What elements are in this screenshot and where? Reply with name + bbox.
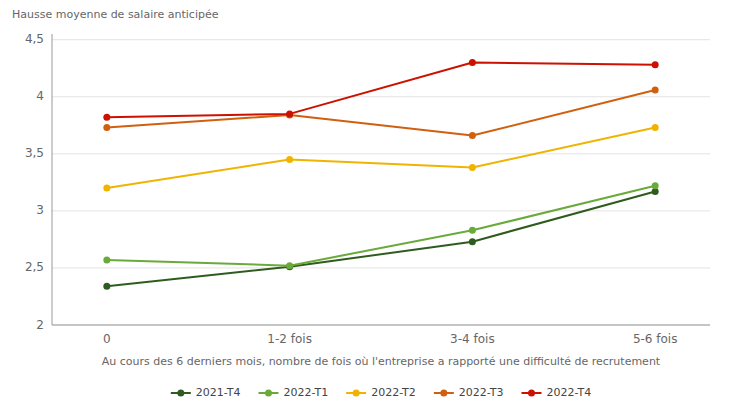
- legend-item: 2022-T3: [434, 386, 504, 399]
- legend-label: 2021-T4: [196, 386, 241, 399]
- line: [107, 186, 655, 266]
- legend-marker: [265, 390, 272, 397]
- point: [469, 164, 476, 171]
- series: [103, 188, 658, 290]
- x-tick-label: 5-6 fois: [633, 332, 678, 346]
- grid-line: [52, 267, 710, 268]
- legend-label: 2022-T4: [547, 386, 592, 399]
- point: [103, 114, 110, 121]
- x-tick-label: 3-4 fois: [450, 332, 495, 346]
- grid-line: [52, 210, 710, 211]
- legend-item: 2021-T4: [171, 386, 241, 399]
- legend-marker: [440, 390, 447, 397]
- y-tick-label: 3,5: [25, 146, 44, 160]
- x-axis-label: Au cours des 6 derniers mois, nombre de …: [102, 355, 661, 368]
- legend-item: 2022-T2: [346, 386, 416, 399]
- point: [103, 256, 110, 263]
- point: [469, 132, 476, 139]
- x-tick-label: 1-2 fois: [267, 332, 312, 346]
- point: [103, 185, 110, 192]
- grid-line: [52, 39, 710, 40]
- y-tick-label: 2: [36, 318, 44, 332]
- y-axis: 2 2,5 3 3,5 4 4,5: [25, 32, 710, 331]
- chart: 2 2,5 3 3,5 4 4,5 0 1-2 fois 3-4 fois 5-6 fois Au …: [0, 0, 730, 409]
- point: [103, 124, 110, 131]
- y-tick-label: 2,5: [25, 260, 44, 274]
- legend: 2021-T4 2022-T1 2022-T2 2022-T3 2022-T4: [171, 386, 591, 399]
- point: [469, 238, 476, 245]
- point: [652, 86, 659, 93]
- legend-label: 2022-T3: [459, 386, 504, 399]
- line: [107, 128, 655, 188]
- line: [107, 90, 655, 136]
- series: [103, 124, 658, 191]
- legend-item: 2022-T4: [522, 386, 592, 399]
- series: [103, 59, 658, 121]
- legend-marker: [177, 390, 184, 397]
- series: [103, 182, 658, 269]
- point: [286, 110, 293, 117]
- y-axis-label: Hausse moyenne de salaire anticipée: [12, 8, 219, 21]
- x-axis: 0 1-2 fois 3-4 fois 5-6 fois: [103, 332, 677, 346]
- point: [652, 124, 659, 131]
- y-tick-label: 4,5: [25, 32, 44, 46]
- point: [469, 227, 476, 234]
- grid-line: [52, 153, 710, 154]
- point: [103, 283, 110, 290]
- line: [107, 63, 655, 118]
- legend-marker: [353, 390, 360, 397]
- grid-line: [52, 325, 710, 326]
- legend-marker: [528, 390, 535, 397]
- point: [286, 156, 293, 163]
- point: [469, 59, 476, 66]
- plot-area: [103, 59, 658, 290]
- grid-line: [52, 96, 710, 97]
- legend-item: 2022-T1: [258, 386, 328, 399]
- point: [652, 61, 659, 68]
- x-axis-line: [52, 325, 710, 326]
- y-tick-label: 3: [36, 203, 44, 217]
- x-tick-label: 0: [103, 332, 111, 346]
- y-axis-line: [52, 34, 53, 325]
- legend-label: 2022-T2: [371, 386, 416, 399]
- y-tick-label: 4: [36, 89, 44, 103]
- series: [103, 86, 658, 139]
- point: [286, 262, 293, 269]
- point: [652, 182, 659, 189]
- legend-label: 2022-T1: [283, 386, 328, 399]
